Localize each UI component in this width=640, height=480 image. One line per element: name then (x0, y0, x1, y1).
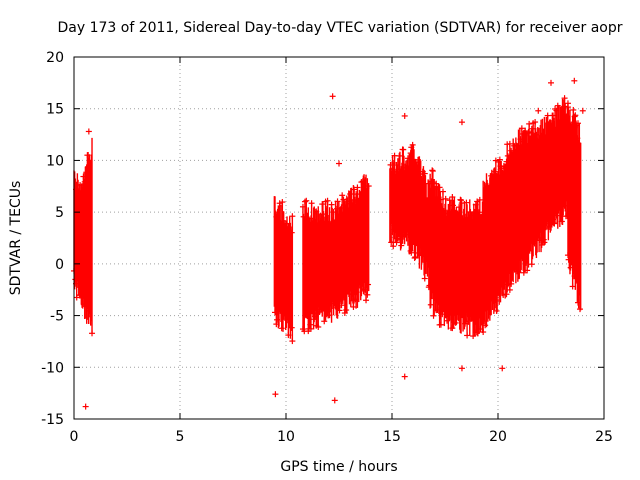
outlier-point (331, 397, 338, 404)
data-point (336, 307, 343, 314)
x-tick-label: 5 (176, 429, 185, 445)
data-point (528, 261, 535, 268)
data-point (561, 95, 568, 102)
outlier-point (336, 160, 342, 167)
x-tick-label: 25 (595, 429, 613, 445)
data-point (439, 188, 446, 195)
data-point (308, 200, 315, 207)
data-point (532, 119, 539, 126)
axis-ticks (73, 56, 605, 420)
plot-frame (73, 56, 605, 420)
data-point (506, 140, 513, 147)
data-point (492, 157, 499, 164)
x-tick-labels: 0 5 10 15 20 25 (70, 429, 613, 445)
y-tick-label: 5 (55, 205, 64, 221)
data-point (315, 323, 322, 330)
x-tick-label: 15 (383, 429, 401, 445)
y-tick-label: 0 (55, 257, 64, 273)
data-point (458, 197, 465, 204)
data-point (393, 239, 400, 246)
data-point (436, 184, 443, 191)
data-point (328, 201, 335, 208)
data-point (400, 146, 407, 153)
data-point (520, 269, 527, 276)
data-point (506, 286, 513, 293)
data-point (508, 280, 515, 287)
data-point (437, 321, 444, 328)
data-point (89, 330, 96, 337)
data-point (303, 197, 310, 204)
data-point (496, 156, 503, 163)
data-point (429, 168, 436, 175)
x-tick-label: 20 (489, 429, 507, 445)
data-point (544, 112, 551, 119)
y-tick-label: 20 (46, 50, 64, 66)
data-point (524, 267, 531, 274)
y-tick-label: 15 (46, 102, 64, 118)
data-point (442, 195, 449, 202)
outlier-point (548, 79, 554, 86)
data-point (324, 197, 331, 204)
outlier-point (85, 128, 92, 135)
y-tick-label: -10 (41, 360, 64, 376)
data-point (289, 338, 296, 345)
outlier-point (499, 365, 506, 372)
x-tick-label: 10 (277, 429, 295, 445)
outlier-point (571, 77, 578, 84)
data-point (476, 196, 483, 203)
data-points (71, 77, 586, 410)
outlier-point (329, 93, 336, 100)
outlier-point (535, 107, 542, 114)
data-point (572, 112, 579, 119)
data-point (526, 120, 533, 127)
data-point (321, 318, 328, 325)
y-axis-label: SDTVAR / TECUs (8, 181, 24, 296)
data-point (398, 242, 405, 249)
outlier-point (579, 107, 586, 114)
y-tick-label: -5 (50, 309, 64, 325)
data-point (354, 184, 361, 191)
x-axis-label: GPS time / hours (280, 459, 397, 475)
y-tick-label: 10 (46, 153, 64, 169)
outlier-point (458, 119, 465, 126)
data-point (518, 125, 525, 132)
outlier-point (401, 112, 408, 119)
data-point (421, 275, 428, 282)
data-point (480, 329, 487, 336)
data-point (289, 213, 296, 220)
data-point (570, 106, 577, 113)
outlier-point (82, 403, 89, 410)
chart-title: Day 173 of 2011, Sidereal Day-to-day VTE… (57, 20, 622, 36)
y-tick-label: -15 (41, 412, 64, 428)
data-point (338, 302, 345, 309)
data-point (279, 199, 286, 206)
data-point (364, 291, 371, 298)
data-point (365, 183, 372, 190)
data-point (363, 297, 370, 304)
outlier-point (458, 365, 465, 372)
data-point (339, 192, 346, 199)
x-tick-label: 0 (70, 429, 79, 445)
data-point (408, 249, 415, 256)
outlier-point (272, 391, 279, 398)
outlier-point (401, 373, 408, 380)
data-point (351, 186, 358, 193)
data-point (390, 243, 397, 250)
y-tick-labels: -15 -10 -5 0 5 10 15 20 (41, 50, 64, 428)
